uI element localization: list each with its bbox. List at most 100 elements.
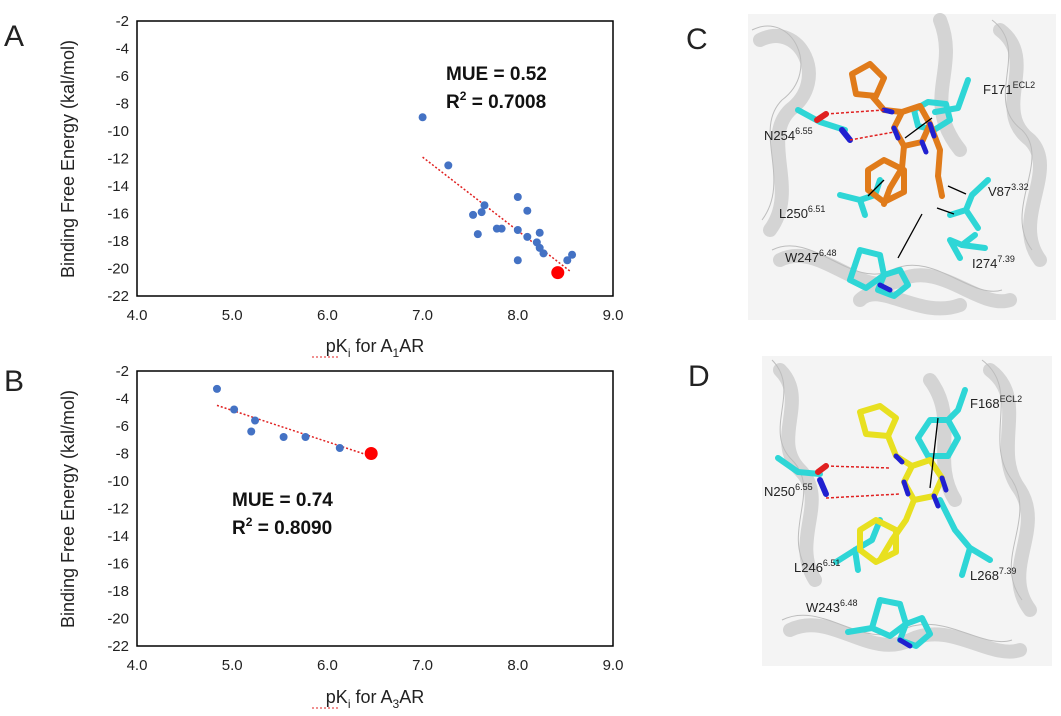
x-axis-label-a: pKi for A1AR (326, 336, 424, 360)
panel-c: C (686, 13, 1056, 320)
x-tick-label-b-4: 8.0 (507, 657, 528, 674)
residue-label-w247: W2476.48 (785, 248, 837, 265)
mue-label-a: MUE = 0.52 (446, 64, 547, 85)
ligand-nitrogens-d (893, 453, 949, 509)
data-points-a (418, 113, 577, 265)
x-tick-label-b-1: 5.0 (222, 657, 243, 674)
y-tick-label-a-6: -14 (107, 178, 129, 195)
y-tick-labels-b: -2 -4 -6 -8 -10 -12 -14 -16 -18 -20 -22 (107, 363, 129, 655)
residue-label-i274: I2747.39 (972, 254, 1015, 271)
y-tick-label-b-0: -2 (116, 363, 129, 380)
data-point-a-17 (563, 256, 572, 265)
panel-letter-d: D (688, 360, 710, 393)
panel-d: D (688, 356, 1052, 666)
protein-structure-d: F168ECL2 N2506.55 L2466.51 L2687.39 W243… (762, 356, 1052, 666)
data-point-a-14 (535, 228, 544, 237)
y-tick-label-a-3: -8 (116, 96, 129, 113)
hbond-lines-d (825, 465, 901, 499)
x-tick-label-b-3: 7.0 (412, 657, 433, 674)
x-tick-label-a-0: 4.0 (127, 307, 148, 324)
y-tick-label-b-4: -10 (107, 473, 129, 490)
data-point-a-3 (473, 230, 482, 239)
panel-b: B -2 -4 -6 -8 -10 -12 -14 -16 -18 -20 -22 4.0 5.0 6.… (4, 363, 623, 711)
data-point-b-3 (251, 416, 260, 425)
x-tick-label-a-1: 5.0 (222, 307, 243, 324)
data-point-a-8 (513, 193, 522, 201)
residue-atoms-c (814, 111, 893, 293)
y-tick-label-a-7: -16 (107, 206, 129, 223)
data-point-a-0 (418, 113, 427, 122)
y-tick-label-b-10: -22 (107, 638, 129, 655)
panel-letter-c: C (686, 23, 708, 56)
y-tick-label-a-1: -4 (116, 41, 129, 58)
data-point-a-11 (523, 206, 532, 215)
panel-letter-a: A (4, 20, 24, 53)
y-tick-label-b-1: -4 (116, 391, 129, 408)
y-tick-label-b-3: -8 (116, 446, 129, 463)
ligand-nitrogens-c (881, 107, 937, 155)
data-point-b-4 (279, 433, 288, 441)
data-point-a-9 (513, 226, 522, 234)
x-tick-label-b-2: 6.0 (317, 657, 338, 674)
y-tick-label-a-10: -22 (107, 288, 129, 305)
y-tick-label-a-8: -18 (107, 233, 129, 250)
residue-label-w243: W2436.48 (806, 598, 858, 615)
data-points-b (212, 384, 344, 452)
hbond-lines-c (825, 109, 895, 141)
residue-labels-d: F168ECL2 N2506.55 L2466.51 L2687.39 W243… (764, 394, 1022, 615)
mue-label-b: MUE = 0.74 (232, 490, 333, 511)
trendline-b (216, 404, 372, 457)
residue-label-n254: N2546.55 (764, 126, 813, 143)
highlight-point-b (364, 447, 378, 460)
y-tick-label-a-4: -10 (107, 123, 129, 140)
y-tick-label-b-2: -6 (116, 418, 129, 435)
x-tick-label-a-4: 8.0 (507, 307, 528, 324)
residue-label-l268: L2687.39 (970, 566, 1016, 583)
y-tick-label-b-6: -14 (107, 528, 129, 545)
data-point-a-1 (444, 161, 453, 170)
data-point-a-7 (497, 224, 506, 233)
y-tick-label-a-2: -6 (116, 68, 129, 85)
data-point-a-10 (513, 256, 522, 265)
data-point-b-1 (230, 405, 239, 414)
r2-label-b: R2 = 0.8090 (232, 515, 332, 539)
panel-a: A -2 -4 -6 -8 -10 -12 -14 -16 -18 -20 -22 4.0 5.0 6.… (4, 13, 623, 360)
y-axis-label-b: Binding Free Energy (kal/mol) (58, 390, 78, 628)
x-axis-label-b: pKi for A3AR (326, 687, 424, 711)
x-tick-label-b-0: 4.0 (127, 657, 148, 674)
residue-label-l246: L2466.51 (794, 558, 840, 575)
residue-label-l250: L2506.51 (779, 204, 825, 221)
y-tick-label-b-5: -12 (107, 501, 129, 518)
x-tick-labels-b: 4.0 5.0 6.0 7.0 8.0 9.0 (127, 657, 624, 674)
interaction-arrows-c (867, 117, 967, 259)
data-point-a-12 (523, 232, 532, 241)
residue-labels-c: F171ECL2 N2546.55 V873.32 L2506.51 W2476… (764, 80, 1035, 271)
x-tick-label-a-3: 7.0 (412, 307, 433, 324)
trendline-a (422, 156, 571, 272)
data-point-b-5 (301, 433, 310, 441)
panel-letter-b: B (4, 365, 24, 398)
x-tick-labels-a: 4.0 5.0 6.0 7.0 8.0 9.0 (127, 307, 624, 324)
residue-sticks-c (795, 77, 991, 299)
y-tick-label-b-8: -18 (107, 583, 129, 600)
data-point-a-5 (480, 201, 489, 210)
y-tick-label-a-0: -2 (116, 13, 129, 30)
residue-label-f168: F168ECL2 (970, 394, 1022, 411)
y-tick-labels-a: -2 -4 -6 -8 -10 -12 -14 -16 -18 -20 -22 (107, 13, 129, 305)
residue-label-n250: N2506.55 (764, 482, 813, 499)
data-point-b-6 (335, 444, 344, 452)
protein-structure-c: F171ECL2 N2546.55 V873.32 L2506.51 W2476… (748, 13, 1056, 320)
y-tick-label-b-9: -20 (107, 611, 129, 628)
data-point-a-2 (469, 210, 478, 219)
plot-frame-b (136, 370, 614, 647)
data-point-b-0 (212, 384, 221, 393)
data-point-a-16 (539, 249, 548, 258)
residue-sticks-d (775, 387, 993, 649)
interaction-arrows-d (929, 417, 939, 489)
residue-label-v87: V873.32 (988, 182, 1029, 199)
x-tick-label-a-5: 9.0 (603, 307, 624, 324)
x-tick-label-b-5: 9.0 (603, 657, 624, 674)
residue-atoms-d (815, 463, 913, 649)
residue-label-f171: F171ECL2 (983, 80, 1035, 97)
data-point-a-18 (568, 250, 577, 259)
